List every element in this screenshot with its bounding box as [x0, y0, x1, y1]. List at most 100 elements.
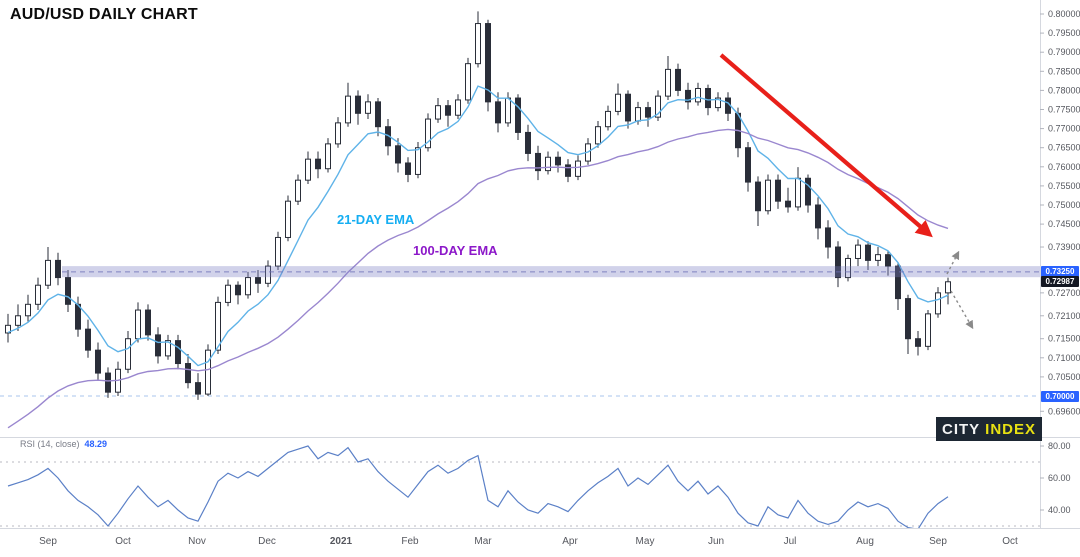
candle-body-up — [665, 68, 671, 97]
candle-body-down — [895, 265, 901, 300]
candle — [945, 277, 951, 305]
candle — [195, 373, 201, 400]
candle-body-up — [135, 309, 141, 340]
candle-body-up — [635, 107, 641, 122]
candle-body-up — [945, 281, 951, 294]
candle-body-up — [225, 284, 231, 303]
candle — [165, 334, 171, 360]
price-tick-label: 0.71500 — [1048, 334, 1080, 344]
price-tick-label: 0.76000 — [1048, 162, 1080, 172]
candle — [95, 342, 101, 381]
candle — [105, 367, 111, 398]
candle — [765, 174, 771, 215]
price-badge-last-price: 0.72987 — [1041, 276, 1079, 288]
candle — [745, 141, 751, 192]
price-tick-label: 0.75500 — [1048, 181, 1080, 191]
time-axis-label: Dec — [258, 536, 276, 547]
candle — [455, 94, 461, 120]
candle-body-up — [335, 122, 341, 145]
candle-body-down — [65, 277, 71, 305]
candle-body-down — [105, 372, 111, 393]
candle-body-down — [525, 131, 531, 154]
candle — [35, 277, 41, 311]
candle-body-down — [375, 101, 381, 128]
candle — [605, 105, 611, 131]
candle-body-down — [865, 244, 871, 261]
candle — [825, 220, 831, 259]
time-axis-label: 2021 — [330, 536, 353, 547]
candle-body-down — [555, 156, 561, 166]
candle — [65, 269, 71, 312]
candle-body-up — [415, 147, 421, 175]
chart-title: AUD/USD DAILY CHART — [10, 6, 198, 23]
candle — [295, 174, 301, 205]
candle-body-up — [265, 265, 271, 284]
axes-layer[interactable]: 0.80000 0.79500 0.79000 0.78500 0.78000 0.775… — [39, 9, 1080, 547]
candle — [675, 63, 681, 97]
candle-body-down — [535, 152, 541, 172]
time-axis-label: Jun — [708, 536, 724, 547]
time-axis-label: Feb — [401, 536, 419, 547]
candle — [415, 141, 421, 179]
candle-body-up — [575, 160, 581, 177]
candle — [175, 334, 181, 370]
price-badge-round-level: 0.70000 — [1041, 390, 1079, 402]
price-pane[interactable] — [5, 11, 951, 429]
rsi-pane[interactable] — [0, 445, 1040, 529]
candle — [755, 176, 761, 227]
candle-body-up — [595, 126, 601, 145]
candle-body-up — [925, 313, 931, 347]
candle-body-down — [355, 95, 361, 114]
candle — [115, 361, 121, 396]
price-tick-label: 0.78000 — [1048, 85, 1080, 95]
candle — [625, 90, 631, 129]
candle — [365, 94, 371, 120]
candle-body-up — [455, 99, 461, 116]
candle — [345, 82, 351, 127]
candle-body-down — [255, 277, 261, 284]
candle-body-down — [85, 328, 91, 351]
price-tick-label: 0.77500 — [1048, 105, 1080, 115]
candle — [865, 241, 871, 270]
candle-body-up — [285, 200, 291, 238]
candle — [45, 247, 51, 290]
candle-body-down — [515, 97, 521, 133]
candle — [885, 250, 891, 276]
time-axis-label: Apr — [562, 536, 578, 547]
candle — [5, 313, 11, 343]
time-axis-label: Aug — [856, 536, 874, 547]
candle-body-up — [875, 254, 881, 261]
candle-body-down — [675, 68, 681, 91]
time-axis-label: Jul — [784, 536, 797, 547]
price-tick-label: 0.79500 — [1048, 28, 1080, 38]
candle — [875, 247, 881, 267]
candle — [145, 304, 151, 341]
candle — [135, 302, 141, 343]
candle-body-down — [625, 93, 631, 122]
candle-body-up — [45, 259, 51, 286]
candle — [255, 269, 261, 293]
candle-body-up — [475, 23, 481, 65]
candle — [785, 187, 791, 213]
rsi-tick-label: 60.00 — [1048, 473, 1071, 483]
candle — [695, 82, 701, 106]
scenario-arrow-down — [950, 290, 974, 330]
time-axis-label: Mar — [474, 536, 492, 547]
candle — [375, 98, 381, 137]
candle-body-up — [655, 95, 661, 118]
time-axis-label: Oct — [115, 536, 131, 547]
candle-body-down — [815, 204, 821, 229]
candle — [565, 159, 571, 183]
candle — [185, 353, 191, 389]
candle — [425, 113, 431, 152]
candle-body-up — [5, 324, 11, 334]
candle — [25, 294, 31, 322]
rsi-legend: RSI (14, close) 48.29 — [20, 439, 107, 449]
candle-body-down — [445, 105, 451, 116]
candle-body-down — [495, 101, 501, 124]
candle — [665, 56, 671, 100]
price-tick-label: 0.69600 — [1048, 406, 1080, 416]
candle-body-up — [435, 105, 441, 120]
candle — [225, 279, 231, 307]
